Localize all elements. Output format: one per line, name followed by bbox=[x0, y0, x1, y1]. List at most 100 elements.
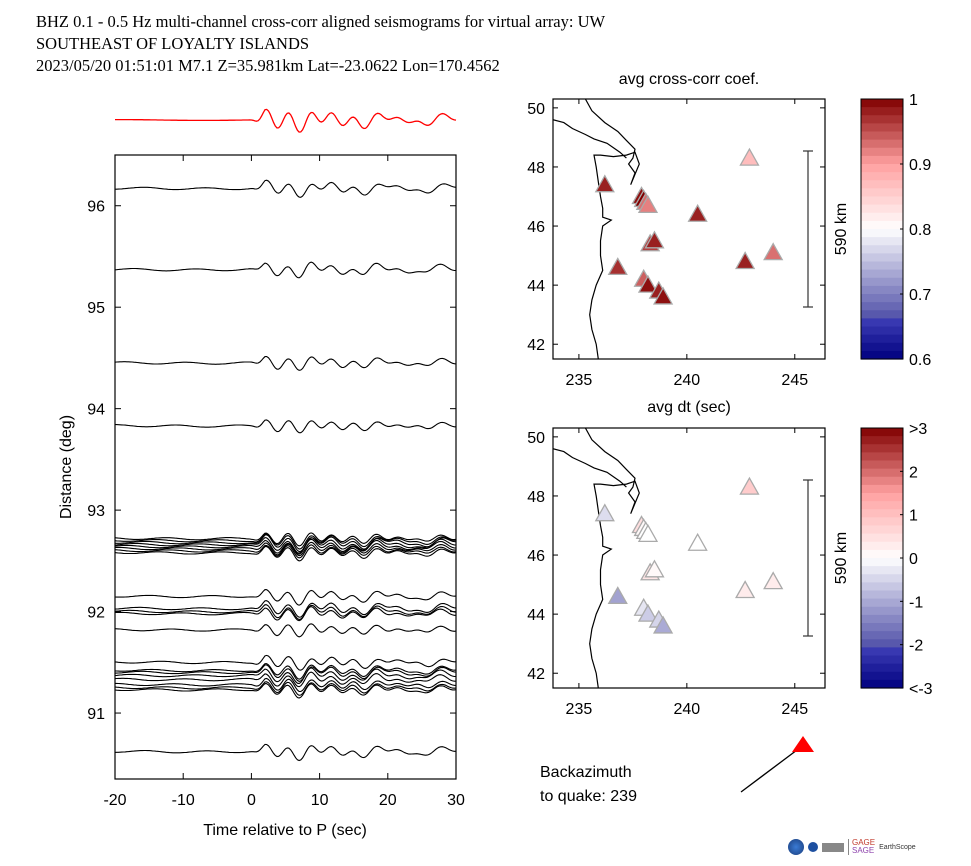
colorbar-segment bbox=[861, 294, 903, 303]
nasa-logo-icon bbox=[808, 842, 818, 852]
colorbar-segment bbox=[861, 452, 903, 462]
coastline bbox=[584, 99, 640, 359]
section-xtick-label: -20 bbox=[103, 792, 126, 809]
map1-xlabel: avg dt (sec) bbox=[647, 399, 731, 416]
seismogram-trace bbox=[114, 589, 457, 606]
map-xtick-label: 245 bbox=[781, 701, 808, 718]
colorbar-segment bbox=[861, 444, 903, 453]
quake-direction-icon bbox=[792, 736, 814, 752]
station-marker bbox=[735, 251, 756, 270]
colorbar-segment bbox=[861, 172, 903, 181]
earthscope-logo: EarthScope bbox=[879, 843, 916, 851]
section-xtick-label: -10 bbox=[172, 792, 195, 809]
station-marker bbox=[687, 532, 708, 551]
station-marker bbox=[687, 203, 708, 222]
section-ytick-label: 91 bbox=[87, 706, 105, 723]
doe-logo-icon bbox=[822, 842, 844, 852]
colorbar-segment bbox=[861, 582, 903, 592]
colorbar-segment bbox=[861, 253, 903, 263]
station-marker bbox=[763, 242, 784, 261]
seismogram-trace bbox=[114, 356, 457, 371]
seismogram-trace bbox=[114, 663, 457, 680]
colorbar-segment bbox=[861, 517, 903, 527]
nsf-logo-icon bbox=[788, 839, 804, 855]
section-ytick-label: 95 bbox=[87, 300, 105, 317]
section-ytick-label: 93 bbox=[87, 503, 105, 520]
seismogram-trace bbox=[114, 604, 457, 621]
figure-title-line3: 2023/05/20 01:51:01 M7.1 Z=35.981km Lat=… bbox=[36, 56, 500, 75]
section-ytick-label: 94 bbox=[87, 402, 105, 419]
map-frame bbox=[552, 427, 826, 689]
colorbar-segment bbox=[861, 525, 903, 535]
colorbar-segment bbox=[861, 614, 903, 624]
colorbar-segment bbox=[861, 334, 903, 344]
seismogram-trace bbox=[114, 654, 456, 671]
section-xtick-label: 0 bbox=[247, 792, 256, 809]
colorbar-segment bbox=[861, 590, 903, 600]
station-marker bbox=[637, 274, 659, 293]
seismogram-trace bbox=[114, 681, 457, 696]
map1-title: avg cross-corr coef. bbox=[619, 71, 759, 88]
colorbar-tick-label: -1 bbox=[909, 594, 923, 611]
colorbar-segment bbox=[861, 606, 903, 616]
colorbar-segment bbox=[861, 541, 903, 551]
map1-plot: 235 240 245 42 44 46 48 50 590 km 1 0.9 0.8 0.7 0.6 bbox=[527, 92, 931, 389]
colorbar-segment bbox=[861, 180, 903, 189]
seismogram-trace bbox=[114, 532, 457, 547]
colorbar-segment bbox=[861, 204, 903, 214]
seismogram-trace bbox=[114, 683, 457, 699]
map-ytick-label: 42 bbox=[527, 666, 545, 683]
colorbar-segment bbox=[861, 277, 903, 287]
colorbar-segment bbox=[861, 501, 903, 510]
seismogram-trace bbox=[114, 533, 457, 550]
seismogram-trace bbox=[114, 606, 456, 622]
backazimuth-line bbox=[740, 749, 798, 793]
section-plot: -20 -10 0 10 20 30 91 92 93 94 95 96 bbox=[87, 108, 465, 809]
section-xlabel: Time relative to P (sec) bbox=[203, 822, 367, 839]
section-xtick-label: 10 bbox=[311, 792, 329, 809]
map-ytick-label: 44 bbox=[527, 607, 545, 624]
station-marker bbox=[652, 286, 674, 305]
colorbar-segment bbox=[861, 671, 903, 681]
colorbar-tick-label: <-3 bbox=[909, 681, 933, 698]
colorbar-segment bbox=[861, 164, 903, 173]
sponsor-logos: GAGE SAGE EarthScope bbox=[788, 839, 916, 855]
map-content bbox=[553, 428, 784, 688]
station-marker bbox=[735, 580, 756, 599]
section-ylabel: Distance (deg) bbox=[58, 415, 75, 519]
map-ytick-label: 48 bbox=[527, 489, 545, 506]
map-ytick-label: 46 bbox=[527, 219, 545, 236]
map-ytick-label: 46 bbox=[527, 548, 545, 565]
station-marker bbox=[652, 615, 674, 634]
colorbar-segment bbox=[861, 655, 903, 665]
colorbar-segment bbox=[861, 245, 903, 254]
station-marker bbox=[644, 230, 665, 249]
colorbar-tick-label: -2 bbox=[909, 638, 923, 655]
colorbar-segment bbox=[861, 115, 903, 124]
colorbar-segment bbox=[861, 436, 903, 445]
seismogram-trace bbox=[114, 667, 456, 685]
colorbar-segment bbox=[861, 220, 903, 230]
map-xtick-label: 245 bbox=[781, 372, 808, 389]
coastline bbox=[584, 428, 640, 688]
colorbar-segment bbox=[861, 631, 903, 640]
colorbar-tick-label: 0.7 bbox=[909, 287, 931, 304]
station-marker bbox=[607, 257, 628, 276]
station-marker bbox=[644, 559, 665, 578]
scale-bar-label: 590 km bbox=[833, 203, 850, 255]
colorbar-segment bbox=[861, 476, 903, 486]
section-frame bbox=[114, 154, 457, 780]
station-marker bbox=[739, 476, 760, 495]
figure-title-line2: SOUTHEAST OF LOYALTY ISLANDS bbox=[36, 34, 310, 53]
colorbar-segment bbox=[861, 147, 903, 157]
colorbar-segment bbox=[861, 639, 903, 648]
colorbar-segment bbox=[861, 285, 903, 295]
colorbar-segment bbox=[861, 326, 903, 336]
seismogram-trace bbox=[114, 600, 457, 618]
colorbar-segment bbox=[861, 99, 903, 108]
seismogram-trace bbox=[114, 546, 457, 562]
colorbar-segment bbox=[861, 558, 903, 567]
backazimuth-value: to quake: 239 bbox=[540, 788, 637, 805]
map-ytick-label: 48 bbox=[527, 160, 545, 177]
colorbar-tick-label: 0 bbox=[909, 551, 918, 568]
